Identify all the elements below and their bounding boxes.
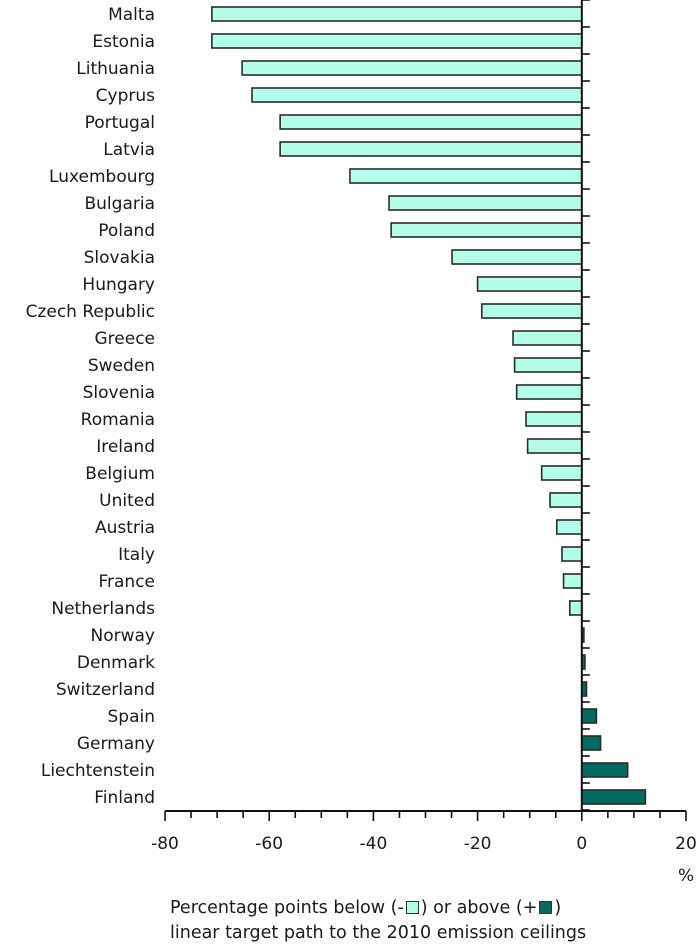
legend-swatch-below [405,901,419,914]
x-tick-label: -60 [255,834,283,854]
x-tick-label: -80 [151,834,179,854]
category-label: Liechtenstein [41,761,155,781]
category-label: Luxembourg [49,167,155,187]
bar-austria [555,519,583,535]
bar-lithuania [241,60,583,76]
legend-line-2: linear target path to the 2010 emission … [170,923,587,943]
bar-chart: Malta Estonia Lithuania Cyprus Portugal Latvi… [26,0,697,854]
category-label: Malta [108,5,155,25]
category-label: Portugal [85,113,155,133]
bar-ireland [526,438,583,454]
category-label: Netherlands [51,599,155,619]
legend: Percentage points below (- ) or above (+)… [170,896,586,946]
category-label: Ireland [96,437,155,457]
category-label: Slovenia [83,383,155,403]
x-tick-label: -40 [360,834,388,854]
bar-belgium [540,465,583,481]
category-label: Finland [94,788,155,808]
legend-text-close: ) [554,898,562,918]
category-label: Cyprus [96,86,155,106]
category-label: Czech Republic [26,302,155,322]
category-label: Norway [91,626,156,646]
category-label: Italy [118,545,155,565]
bar-sweden [513,357,583,373]
category-label: Slovakia [84,248,155,268]
bar-malta [211,6,583,22]
bar-luxembourg [349,168,583,184]
legend-text-below: Percentage points below (- [170,898,404,918]
category-label: Estonia [92,32,155,52]
category-label: Poland [98,221,155,241]
category-label: Austria [95,518,155,538]
axes-group: -80 -60 -40 -20 0 20 [151,0,697,854]
category-label: United [99,491,155,511]
category-label: Lithuania [76,59,155,79]
bar-united [549,492,583,508]
bar-romania [525,411,583,427]
bar-portugal [279,114,583,130]
category-labels: Malta Estonia Lithuania Cyprus Portugal Latvi… [26,5,156,808]
bar-greece [512,330,583,346]
bar-poland [390,222,583,238]
x-tick-label: -20 [464,834,492,854]
bar-germany [580,735,602,751]
category-label: Spain [108,707,156,727]
category-label: Belgium [85,464,155,484]
category-label: Greece [94,329,155,349]
bar-italy [561,546,583,562]
bar-latvia [279,141,583,157]
bar-netherlands [569,600,583,616]
bar-france [562,573,583,589]
category-label: Bulgaria [85,194,156,214]
bar-finland [580,789,647,805]
category-label: Hungary [82,275,155,295]
bar-czech-republic [480,303,583,319]
legend-swatch-above [539,901,553,914]
category-label: Germany [77,734,155,754]
x-tick-label: 0 [576,834,587,854]
category-label: Romania [81,410,155,430]
category-label: Denmark [77,653,155,673]
x-tick-label: 20 [675,834,697,854]
category-label: Latvia [103,140,155,160]
legend-text-above: ) or above (+ [420,898,538,918]
bar-hungary [476,276,583,292]
bar-liechtenstein [580,762,629,778]
legend-line-1: Percentage points below (- ) or above (+) [170,896,586,921]
category-label: Switzerland [56,680,155,700]
x-axis-unit-label: % [678,866,695,886]
bar-slovenia [515,384,583,400]
bar-spain [580,708,598,724]
bar-estonia [211,33,583,49]
category-label: France [98,572,155,592]
category-label: Sweden [88,356,155,376]
bar-slovakia [451,249,583,265]
bar-cyprus [251,87,583,103]
bars-group [211,6,647,805]
bar-bulgaria [388,195,583,211]
